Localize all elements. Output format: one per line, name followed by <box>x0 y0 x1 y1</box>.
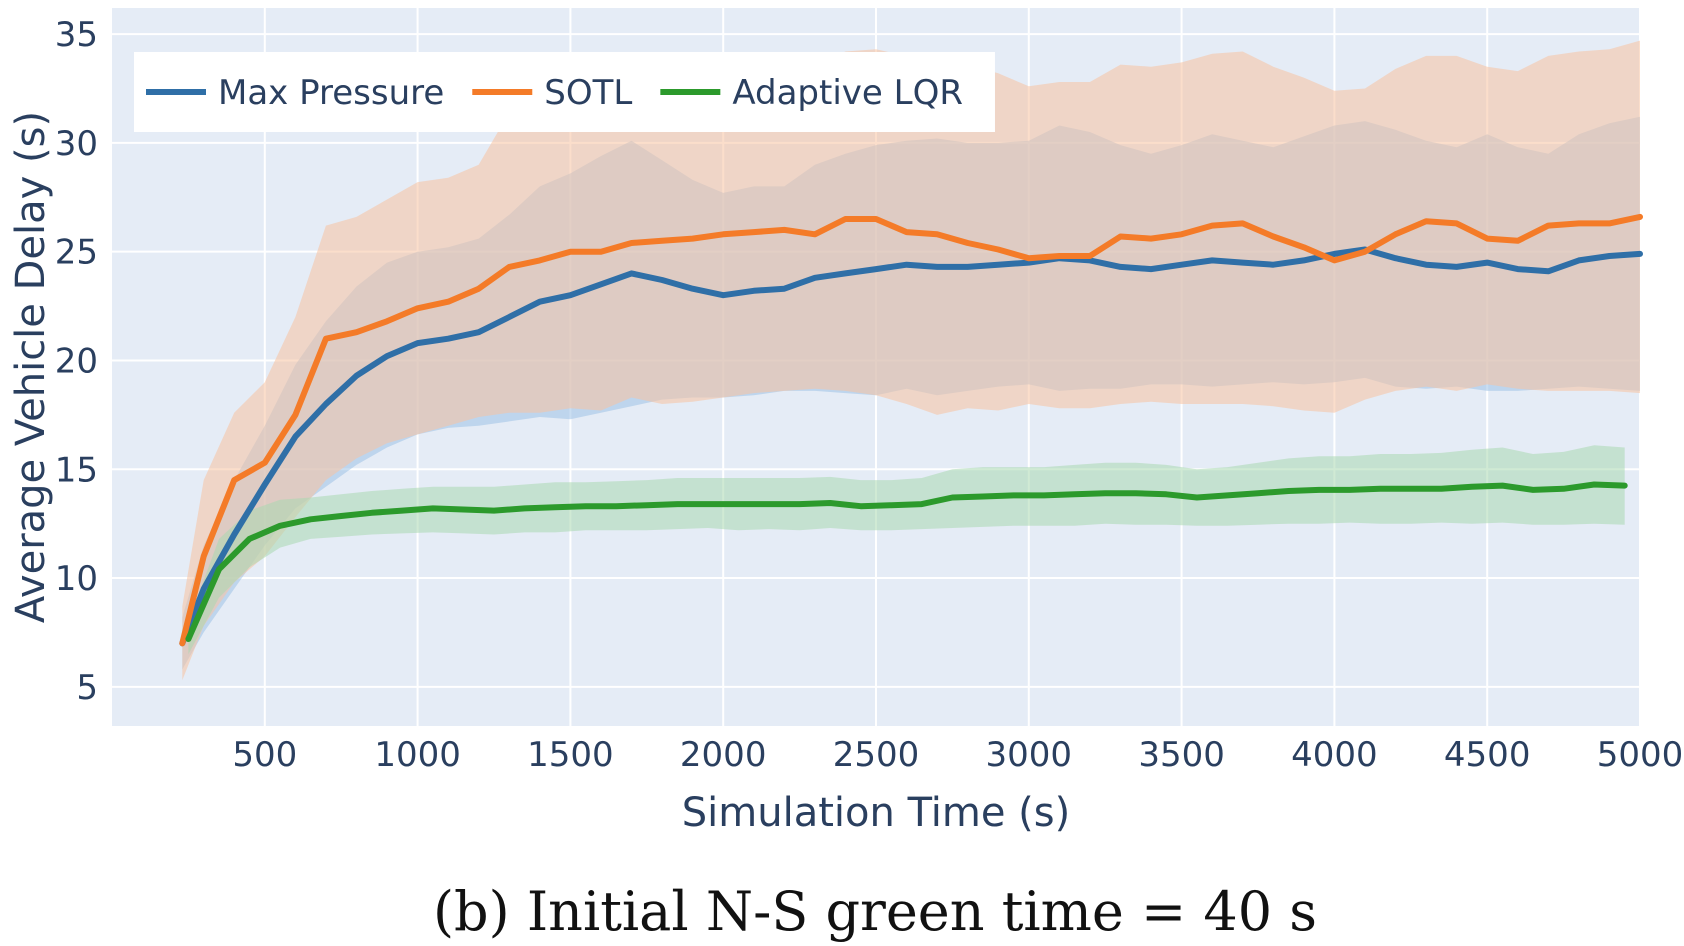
legend-box <box>134 52 995 132</box>
adaptive-lqr-legend-label: Adaptive LQR <box>732 73 963 113</box>
x-tick-label: 4500 <box>1444 735 1531 775</box>
sotl-band <box>182 40 1640 681</box>
max-pressure-line <box>179 246 1643 647</box>
y-tick-label: 30 <box>55 124 98 164</box>
x-tick-label: 500 <box>232 735 297 775</box>
x-axis-title: Simulation Time (s) <box>682 790 1070 836</box>
y-tick-label: 15 <box>55 450 98 490</box>
y-tick-label: 25 <box>55 233 98 273</box>
x-tick-label: 5000 <box>1597 735 1684 775</box>
confidence-bands <box>182 40 1640 681</box>
y-tick-label: 10 <box>55 559 98 599</box>
y-axis-ticks: 5 10 15 20 25 30 35 <box>55 15 98 708</box>
x-tick-label: 2000 <box>680 735 767 775</box>
x-tick-label: 1500 <box>527 735 614 775</box>
sotl-line <box>179 213 1643 647</box>
figure-caption: (b) Initial N-S green time = 40 s <box>433 880 1317 943</box>
x-tick-label: 3500 <box>1138 735 1225 775</box>
x-tick-label: 1000 <box>374 735 461 775</box>
x-axis-ticks: 500 1000 1500 2000 2500 3000 3500 4000 4500 5000 <box>232 735 1683 775</box>
legend: Max Pressure SOTL Adaptive LQR <box>134 52 995 132</box>
max-pressure-legend-label: Max Pressure <box>218 73 444 113</box>
x-tick-label: 2500 <box>833 735 920 775</box>
x-tick-label: 4000 <box>1291 735 1378 775</box>
y-tick-label: 20 <box>55 341 98 381</box>
x-tick-label: 3000 <box>986 735 1073 775</box>
adaptive-lqr-line <box>185 481 1628 642</box>
sotl-legend-label: SOTL <box>544 73 632 113</box>
adaptive-lqr-band <box>188 445 1625 655</box>
y-tick-label: 35 <box>55 15 98 55</box>
y-tick-label: 5 <box>76 668 98 708</box>
series-lines <box>179 213 1643 647</box>
y-axis-title: Average Vehicle Delay (s) <box>8 111 54 623</box>
